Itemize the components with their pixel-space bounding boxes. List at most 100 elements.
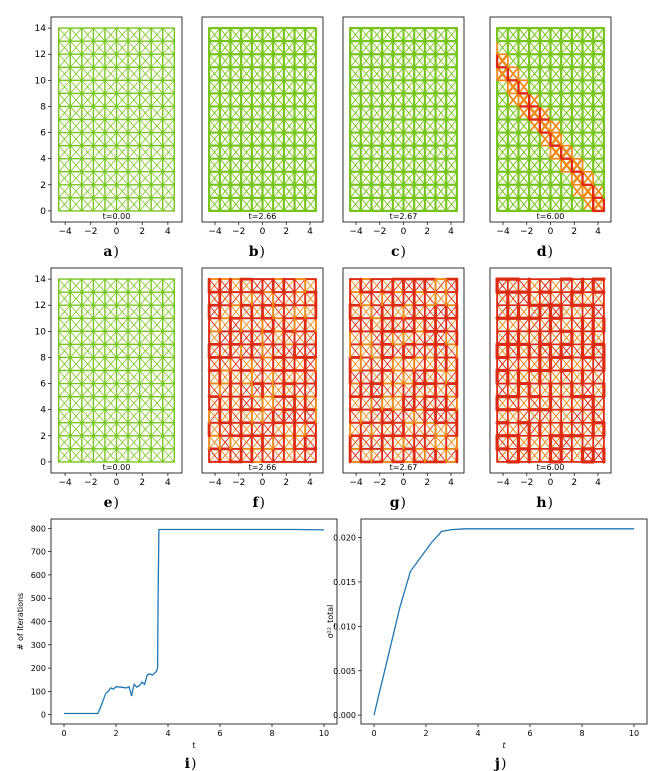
y-tick-label: 2 [40, 181, 46, 191]
lattice-bond [150, 448, 164, 463]
lattice-bond [81, 66, 94, 81]
lattice-bond [139, 53, 152, 68]
lattice-bond [139, 448, 152, 463]
lattice-bond [550, 278, 562, 293]
lattice-bond [139, 92, 152, 107]
lattice-bond [92, 396, 106, 411]
lattice-bond [517, 53, 530, 68]
lattice-bond [560, 27, 573, 42]
lattice-bond [571, 330, 584, 345]
lattice-bond [230, 409, 242, 424]
lattice-bond [403, 317, 415, 332]
lattice-bond [272, 317, 285, 332]
lattice-bond [349, 119, 362, 134]
lattice-bond [251, 370, 263, 385]
lattice-bond [496, 370, 509, 385]
lattice-bond [424, 317, 436, 332]
lattice-bond [294, 66, 306, 81]
lattice-bond [592, 291, 605, 306]
lattice-bond [162, 278, 175, 293]
lattice-bond [507, 330, 519, 345]
lattice-bond [116, 145, 129, 160]
lattice-bond [349, 171, 362, 186]
lattice-bond [208, 330, 221, 345]
lattice-bond [371, 396, 383, 411]
lattice-bond [496, 27, 509, 42]
lattice-bond [294, 184, 306, 199]
lattice-bond [550, 396, 562, 411]
lattice-bond [403, 356, 415, 371]
lattice-bond [435, 448, 447, 463]
lattice-bond [360, 27, 372, 42]
lattice-bond [294, 409, 306, 424]
chart-frame [360, 518, 648, 725]
lattice-bond [92, 171, 106, 186]
lattice-bond [560, 422, 573, 437]
lattice-bond [208, 291, 221, 306]
lattice-bond [58, 317, 71, 332]
x-tick-label: 4 [448, 478, 454, 488]
lattice-bond [570, 183, 584, 199]
lattice-bond [392, 370, 404, 385]
lattice-bond [582, 304, 594, 319]
lattice-bond [582, 158, 594, 173]
lattice-bond [371, 40, 383, 55]
caption-paren: ) [260, 244, 265, 260]
lattice-bond [571, 304, 584, 319]
lattice-bond [272, 119, 285, 134]
lattice-bond [58, 158, 71, 173]
x-tick-label: 10 [319, 729, 329, 738]
y-tick-label: 600 [31, 571, 46, 580]
lattice-bond [413, 330, 426, 345]
lattice-bond [127, 40, 141, 55]
x-tick-label: 2 [113, 729, 118, 738]
lattice-bond [150, 171, 164, 186]
lattice-bond [381, 184, 394, 199]
lattice-bond [517, 66, 530, 81]
lattice-bond [58, 409, 71, 424]
lattice-bond [69, 278, 83, 293]
lattice-bond [69, 291, 83, 306]
lattice-bond [92, 132, 106, 147]
lattice-bond [262, 53, 274, 68]
lattice-bond [162, 357, 175, 371]
lattice-bond [58, 396, 71, 411]
lattice-bond [496, 448, 509, 463]
lattice-bond [507, 291, 519, 306]
lattice-bond [413, 396, 426, 411]
lattice-bond [517, 92, 531, 108]
x-tick-label: −4 [496, 478, 510, 488]
lattice-bond [162, 291, 175, 306]
lattice-bond [527, 105, 542, 121]
lattice-bond [403, 105, 415, 120]
x-axis-label: t [502, 741, 506, 750]
lattice-bond [403, 184, 415, 199]
lattice-bond [262, 79, 274, 94]
lattice-bond [294, 330, 306, 345]
lattice-bond [92, 92, 106, 107]
y-tick-label: 0 [41, 711, 46, 720]
lattice-bond [403, 370, 415, 385]
lattice-bond [69, 343, 83, 358]
lattice-bond [162, 435, 175, 450]
lattice-bond [582, 105, 594, 120]
lattice-bond [381, 383, 394, 398]
lattice-bond [304, 330, 317, 345]
lattice-bond [560, 409, 573, 424]
lattice-bond [371, 317, 383, 332]
x-tick-label: 0 [401, 227, 407, 237]
lattice-bond [435, 422, 447, 437]
y-tick-label: 4 [40, 155, 46, 165]
lattice-bond [283, 356, 295, 371]
lattice-bond [219, 105, 231, 120]
lattice-bond [230, 396, 242, 411]
lattice-bond [403, 40, 415, 55]
lattice-bond [139, 370, 152, 384]
lattice-bond [251, 132, 263, 147]
lattice-bond [104, 158, 117, 173]
lattice-bond [549, 144, 563, 160]
lattice-bond [392, 383, 404, 398]
lattice-bond [116, 435, 129, 450]
lattice-bond [104, 357, 117, 371]
lattice-bond [208, 317, 221, 332]
